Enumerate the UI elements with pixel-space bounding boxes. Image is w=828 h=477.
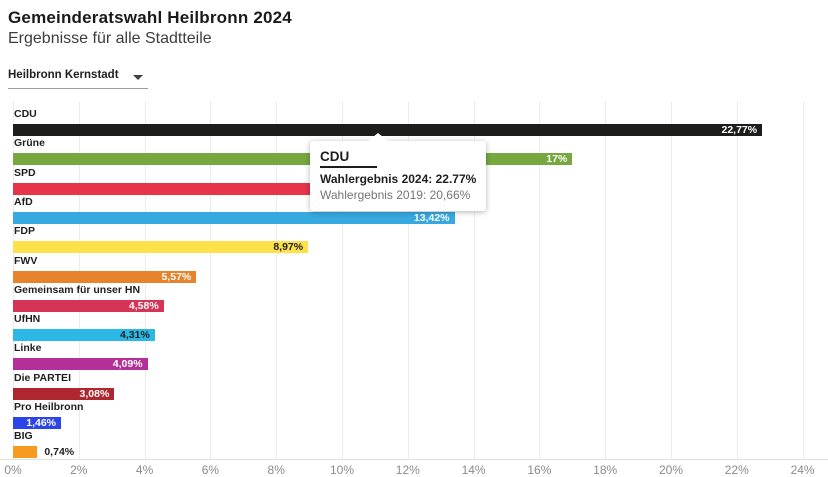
bar-value-fdp: 8,97% (273, 241, 304, 254)
x-axis-tick-label: 14% (461, 463, 486, 477)
gridline (802, 101, 804, 459)
party-label-ufhn: UfHN (14, 313, 41, 326)
gridline (407, 101, 409, 459)
x-axis-tick-label: 16% (527, 463, 552, 477)
x-axis-tick-label: 8% (267, 463, 285, 477)
bar-fwv[interactable] (13, 270, 197, 283)
bar-value-cdu: 22,77% (721, 124, 758, 136)
x-axis-tick-label: 0% (4, 463, 22, 477)
tooltip-result-2024: Wahlergebnis 2024: 22.77% (320, 172, 477, 186)
x-axis-tick-label: 10% (329, 463, 355, 477)
x-axis-tick-label: 2% (70, 463, 88, 477)
bar-cdu[interactable] (13, 124, 763, 136)
gridline (276, 101, 278, 459)
tooltip: CDU Wahlergebnis 2024: 22.77% Wahlergebn… (310, 133, 487, 211)
x-axis-tick-label: 24% (790, 463, 815, 477)
party-label-pro-heilbronn: Pro Heilbronn (14, 401, 84, 413)
bar-afd[interactable] (13, 211, 455, 224)
bar-gemeinsam-f-r-unser-hn[interactable] (13, 299, 164, 312)
bar-pro-heilbronn[interactable] (13, 417, 62, 429)
bar-value-gemeinsam-f-r-unser-hn: 4,58% (128, 299, 159, 312)
tooltip-party-name: CDU (320, 149, 377, 168)
bar-big[interactable] (13, 446, 38, 459)
bar-value-die-partei: 3,08% (79, 387, 110, 400)
gridline (210, 101, 212, 459)
party-label-die-partei: Die PARTEI (14, 371, 71, 384)
tooltip-result-2019: Wahlergebnis 2019: 20,66% (320, 188, 471, 202)
party-label-spd: SPD (14, 166, 36, 179)
gridline (342, 101, 343, 459)
gridline (539, 101, 541, 459)
tooltip-caret-icon (368, 133, 388, 141)
x-axis-tick-label: 6% (201, 463, 220, 477)
caret-down-icon (133, 75, 143, 80)
page-title: Gemeinderatswahl Heilbronn 2024 (8, 8, 292, 27)
bar-value-gr-ne: 17% (546, 153, 568, 166)
party-label-gemeinsam-f-r-unser-hn: Gemeinsam für unser HN (14, 283, 141, 296)
gridline (605, 101, 607, 459)
district-dropdown[interactable]: Heilbronn Kernstadt (8, 66, 148, 89)
bar-fdp[interactable] (13, 241, 309, 254)
party-label-cdu: CDU (14, 108, 37, 120)
gridline (473, 101, 475, 459)
x-axis-tick-label: 12% (395, 463, 420, 477)
x-axis-tick-label: 4% (135, 463, 154, 477)
page-subtitle: Ergebnisse für alle Stadtteile (8, 30, 212, 47)
bar-value-fwv: 5,57% (161, 270, 192, 283)
bar-value-afd: 13,42% (413, 211, 450, 224)
x-axis-tick-label: 20% (658, 463, 684, 477)
district-dropdown-value: Heilbronn Kernstadt (8, 69, 119, 81)
party-label-fdp: FDP (14, 225, 35, 238)
party-label-big: BIG (14, 430, 33, 443)
party-label-fwv: FWV (14, 254, 38, 267)
bar-value-pro-heilbronn: 1,46% (26, 417, 57, 429)
x-axis-tick-label: 22% (724, 463, 749, 477)
bar-die-partei[interactable] (13, 387, 115, 400)
party-label-linke: Linke (14, 342, 42, 355)
gridline (671, 101, 672, 459)
party-label-afd: AfD (14, 195, 33, 208)
bar-value-linke: 4,09% (112, 358, 143, 371)
bar-linke[interactable] (13, 358, 148, 371)
x-axis-line (0, 459, 828, 460)
bar-value-ufhn: 4,31% (120, 329, 150, 342)
bar-ufhn[interactable] (13, 329, 155, 342)
bar-value-big: 0,74% (44, 446, 75, 459)
x-axis-tick-label: 18% (593, 463, 618, 477)
gridline (736, 101, 738, 459)
party-label-gr-ne: Grüne (14, 137, 45, 150)
